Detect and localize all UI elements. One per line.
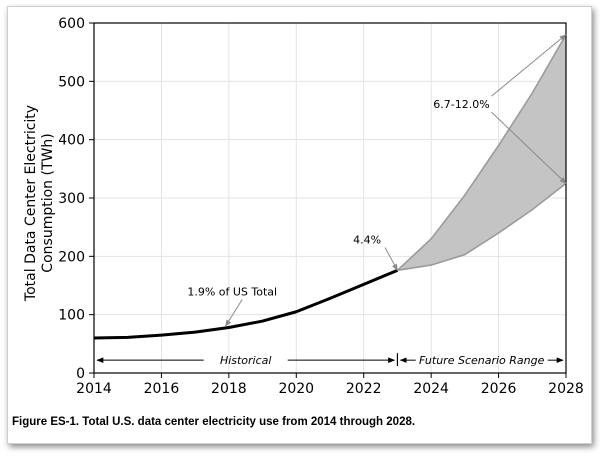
y-axis-label: Total Data Center ElectricityConsumption… [23, 105, 56, 302]
x-tick-label: 2014 [76, 381, 112, 397]
annotation-label: 1.9% of US Total [187, 285, 277, 298]
y-axis-label-line: Consumption (TWh) [40, 133, 56, 272]
figure-caption: Figure ES-1. Total U.S. data center elec… [12, 416, 416, 428]
x-tick-label: 2020 [278, 381, 314, 397]
future-high-line [396, 34, 567, 271]
figure-frame: 2014 2016 2018 2020 2022 2024 2026 2028 0 100 200 3… [7, 6, 592, 444]
historical-line [93, 268, 399, 340]
future-scenario-band [397, 34, 566, 271]
y-tick-label: 400 [58, 133, 85, 149]
x-tick-label: 2028 [548, 381, 584, 397]
range-label: Historical [220, 354, 272, 367]
annotation-arrow [384, 247, 398, 271]
x-tick-label: 2024 [413, 381, 449, 397]
y-axis-label-line: Total Data Center Electricity [23, 105, 39, 302]
chart: 2014 2016 2018 2020 2022 2024 2026 2028 0 100 200 3… [23, 16, 584, 397]
y-tick-label: 300 [58, 191, 85, 207]
annotation-arrow [491, 34, 567, 97]
x-tick-label: 2018 [211, 381, 247, 397]
future-low-line [397, 182, 567, 272]
y-tick-label: 200 [58, 249, 85, 265]
x-tick-label: 2022 [346, 381, 382, 397]
annotation-label: 6.7-12.0% [433, 98, 489, 111]
x-tick-label: 2016 [144, 381, 180, 397]
annotation-arrow [225, 299, 243, 327]
y-tick-label: 500 [58, 74, 85, 90]
annotation-label: 4.4% [353, 234, 381, 247]
y-tick-label: 100 [58, 308, 85, 324]
annotation-arrow [491, 111, 567, 184]
y-tick-label: 600 [58, 16, 85, 32]
x-tick-label: 2026 [481, 381, 517, 397]
y-tick-label: 0 [76, 366, 85, 382]
range-label: Future Scenario Range [419, 354, 545, 367]
